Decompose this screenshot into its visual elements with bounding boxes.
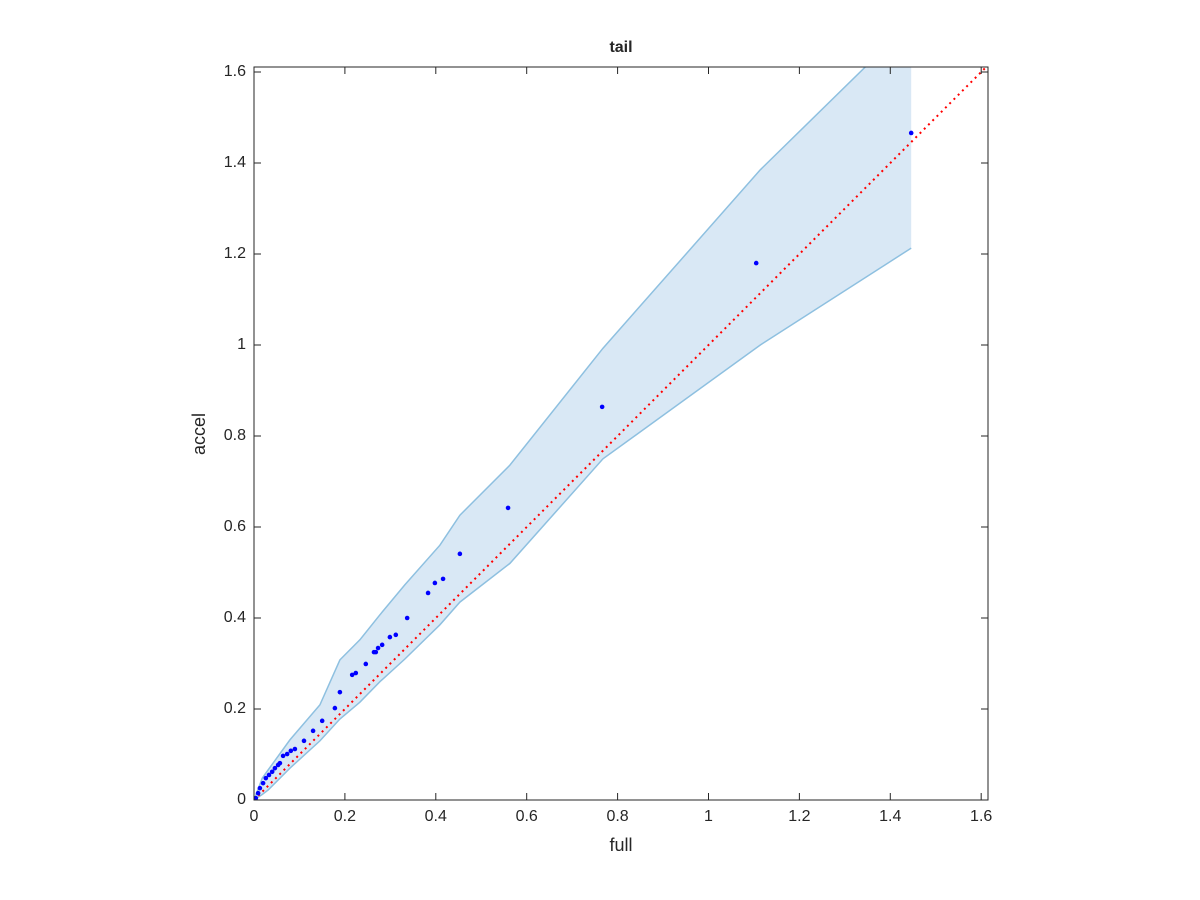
scatter-point (375, 645, 381, 651)
scatter-point (387, 634, 393, 640)
scatter-point (269, 769, 275, 775)
scatter-point (254, 797, 257, 800)
scatter-point (272, 765, 278, 771)
scatter-point (332, 705, 338, 711)
scatter-point (353, 670, 359, 676)
y-tick-label: 0.2 (224, 700, 246, 717)
scatter-point (266, 772, 272, 778)
scatter-point (404, 615, 410, 621)
scatter-point (301, 738, 307, 744)
scatter-point (599, 404, 605, 410)
axes-box (253, 66, 989, 801)
scatter-point (319, 718, 325, 724)
y-tick-label: 0.6 (224, 518, 246, 535)
reference-line (254, 67, 988, 800)
scatter-point (440, 576, 446, 582)
band-lower-edge (254, 247, 912, 800)
x-tick-label: 1.4 (879, 808, 901, 825)
y-tick-label: 1.4 (224, 154, 246, 171)
scatter-point (255, 790, 261, 796)
scatter-point (263, 775, 269, 781)
y-tick-label: 0.8 (224, 427, 246, 444)
y-tick-label: 1 (237, 336, 246, 353)
scatter-point (292, 746, 298, 752)
x-tick-label: 0.4 (425, 808, 447, 825)
scatter-point (280, 753, 286, 759)
scatter-point (505, 505, 511, 511)
band-upper-edge (254, 67, 867, 800)
axes: 0 0.2 0.4 0.6 0.8 1 1.2 1.4 1.6 0 0.2 0.4 0.6 0.8 1 1.2… (224, 63, 993, 825)
scatter-point (284, 751, 290, 757)
x-tick-label: 0.6 (516, 808, 538, 825)
scatter-point (908, 130, 914, 136)
scatter-point (349, 672, 355, 678)
x-tick-label: 0.2 (334, 808, 356, 825)
y-axis-label: accel (189, 413, 209, 455)
scatter-point (260, 780, 266, 786)
scatter-point (288, 748, 294, 754)
y-tick-label: 1.2 (224, 245, 246, 262)
scatter-point (432, 580, 438, 586)
scatter-point (457, 551, 463, 557)
y-tick-label: 1.6 (224, 63, 246, 80)
scatter-point (275, 762, 281, 768)
x-tick-label: 0 (250, 808, 259, 825)
scatter-point (363, 661, 369, 667)
scatter-point (753, 260, 759, 266)
x-tick-label: 1 (704, 808, 713, 825)
confidence-band (254, 67, 912, 800)
y-tick-label: 0 (237, 791, 246, 808)
scatter-point (425, 590, 431, 596)
scatter-point (379, 642, 385, 648)
scatter-point (371, 649, 377, 655)
scatter-point (310, 728, 316, 734)
x-tick-label: 1.2 (788, 808, 810, 825)
y-tick-label: 0.4 (224, 609, 246, 626)
scatter-point (257, 785, 263, 791)
chart-title: tail (609, 39, 632, 56)
x-axis-label: full (609, 835, 632, 855)
x-tick-label: 0.8 (606, 808, 628, 825)
plot-area (254, 67, 988, 800)
scatter-point (337, 689, 343, 695)
scatter-point (393, 632, 399, 638)
x-tick-label: 1.6 (970, 808, 992, 825)
